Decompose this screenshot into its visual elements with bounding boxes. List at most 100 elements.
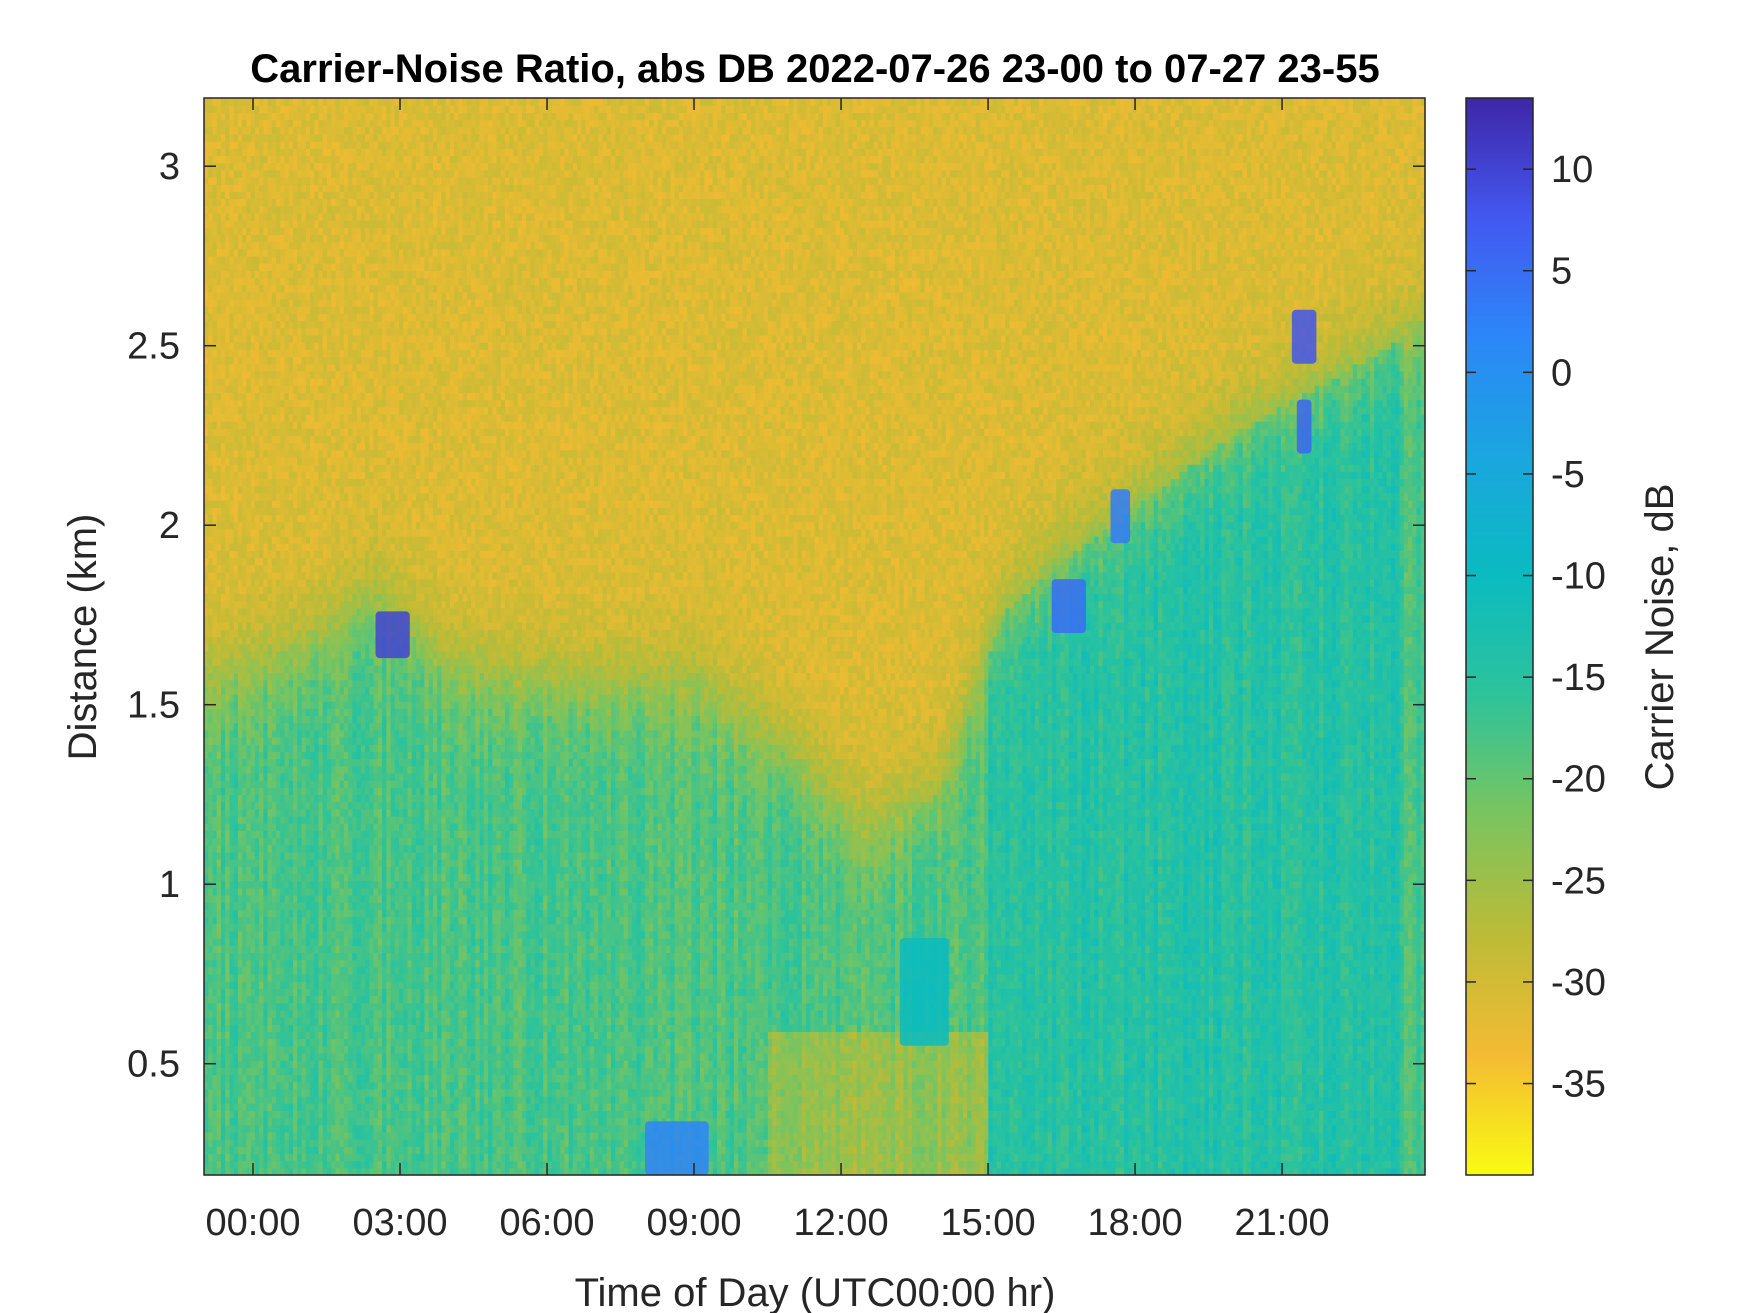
heatmap-cell — [285, 335, 290, 343]
heatmap-cell — [246, 1110, 251, 1118]
heatmap-cell — [259, 981, 264, 989]
heatmap-cell — [221, 392, 226, 400]
heatmap-cell — [259, 213, 264, 221]
heatmap-cell — [234, 579, 239, 587]
heatmap-cell — [272, 500, 277, 508]
heatmap-cell — [234, 1067, 239, 1075]
heatmap-cell — [229, 400, 234, 408]
heatmap-cell — [234, 931, 239, 939]
heatmap-cell — [212, 794, 217, 802]
heatmap-cell — [225, 924, 230, 932]
heatmap-cell — [276, 816, 281, 824]
heatmap-cell — [263, 349, 268, 357]
heatmap-cell — [272, 177, 277, 185]
heatmap-cell — [221, 335, 226, 343]
heatmap-cell — [263, 744, 268, 752]
heatmap-cell — [276, 120, 281, 128]
heatmap-cell — [242, 1096, 247, 1104]
heatmap-cell — [255, 529, 260, 537]
heatmap-cell — [255, 1125, 260, 1133]
heatmap-cell — [221, 1082, 226, 1090]
heatmap-cell — [263, 514, 268, 522]
heatmap-cell — [280, 644, 285, 652]
heatmap-cell — [268, 852, 273, 860]
heatmap-cell — [251, 1089, 256, 1097]
heatmap-cell — [268, 550, 273, 558]
heatmap-cell — [238, 112, 243, 120]
heatmap-cell — [229, 299, 234, 307]
heatmap-cell — [208, 909, 213, 917]
heatmap-cell — [272, 285, 277, 293]
heatmap-cell — [272, 773, 277, 781]
heatmap-cell — [268, 586, 273, 594]
heatmap-cell — [234, 155, 239, 163]
heatmap-cell — [242, 1010, 247, 1018]
heatmap-cell — [238, 658, 243, 666]
heatmap-cell — [221, 435, 226, 443]
heatmap-cell — [280, 191, 285, 199]
heatmap-cell — [217, 945, 222, 953]
heatmap-cell — [225, 184, 230, 192]
heatmap-cell — [276, 112, 281, 120]
heatmap-cell — [246, 493, 251, 501]
heatmap-cell — [238, 1067, 243, 1075]
heatmap-cell — [238, 608, 243, 616]
heatmap-cell — [212, 120, 217, 128]
heatmap-cell — [229, 651, 234, 659]
heatmap-cell — [225, 342, 230, 350]
heatmap-cell — [276, 1060, 281, 1068]
heatmap-cell — [280, 924, 285, 932]
heatmap-cell — [246, 558, 251, 566]
heatmap-cell — [272, 550, 277, 558]
heatmap-cell — [242, 794, 247, 802]
heatmap-cell — [242, 112, 247, 120]
heatmap-cell — [259, 342, 264, 350]
heatmap-cell — [208, 608, 213, 616]
heatmap-cell — [221, 536, 226, 544]
heatmap-cell — [221, 1017, 226, 1025]
heatmap-cell — [208, 392, 213, 400]
heatmap-cell — [285, 493, 290, 501]
heatmap-cell — [242, 859, 247, 867]
heatmap-cell — [255, 859, 260, 867]
heatmap-cell — [280, 902, 285, 910]
heatmap-cell — [229, 170, 234, 178]
heatmap-cell — [217, 127, 222, 135]
heatmap-cell — [229, 270, 234, 278]
heatmap-cell — [221, 622, 226, 630]
heatmap-cell — [259, 701, 264, 709]
heatmap-cell — [238, 1074, 243, 1082]
heatmap-cell — [217, 708, 222, 716]
heatmap-cell — [238, 981, 243, 989]
heatmap-cell — [242, 694, 247, 702]
heatmap-cell — [263, 938, 268, 946]
heatmap-cell — [255, 184, 260, 192]
heatmap-cell — [208, 1118, 213, 1126]
heatmap-cell — [208, 572, 213, 580]
heatmap-cell — [285, 938, 290, 946]
heatmap-cell — [285, 486, 290, 494]
heatmap-cell — [208, 1125, 213, 1133]
heatmap-cell — [208, 981, 213, 989]
heatmap-cell — [221, 737, 226, 745]
heatmap-cell — [246, 1017, 251, 1025]
heatmap-cell — [272, 967, 277, 975]
heatmap-cell — [238, 371, 243, 379]
heatmap-cell — [268, 514, 273, 522]
heatmap-cell — [285, 960, 290, 968]
heatmap-cell — [208, 421, 213, 429]
heatmap-cell — [268, 672, 273, 680]
heatmap-cell — [242, 615, 247, 623]
heatmap-cell — [263, 263, 268, 271]
heatmap-cell — [225, 191, 230, 199]
heatmap-cell — [280, 443, 285, 451]
heatmap-cell — [221, 256, 226, 264]
heatmap-cell — [255, 148, 260, 156]
heatmap-cell — [229, 974, 234, 982]
heatmap-cell — [285, 1096, 290, 1104]
heatmap-cell — [225, 270, 230, 278]
heatmap-cell — [238, 364, 243, 372]
heatmap-cell — [221, 708, 226, 716]
heatmap-cell — [263, 536, 268, 544]
heatmap-cell — [276, 931, 281, 939]
